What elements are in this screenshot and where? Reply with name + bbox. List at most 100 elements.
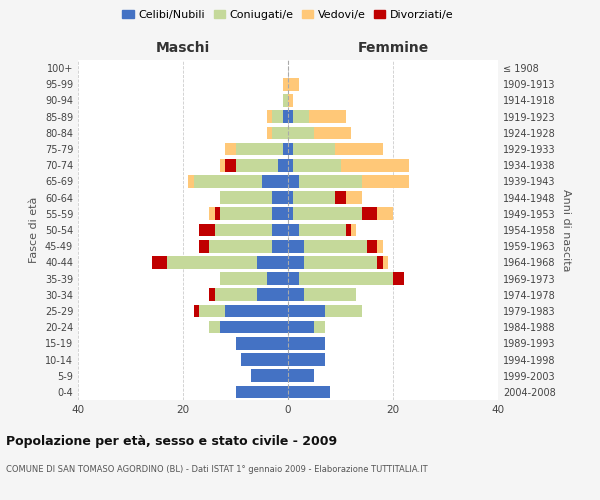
Bar	[288, 240, 304, 252]
Bar	[346, 224, 351, 236]
Bar	[288, 272, 299, 285]
Bar	[225, 304, 288, 318]
Bar	[283, 78, 288, 90]
Bar	[215, 224, 272, 236]
Bar	[257, 288, 288, 301]
Bar	[346, 192, 361, 204]
Bar	[288, 159, 293, 172]
Legend: Celibi/Nubili, Coniugati/e, Vedovi/e, Divorziati/e: Celibi/Nubili, Coniugati/e, Vedovi/e, Di…	[118, 6, 458, 25]
Bar	[235, 337, 288, 349]
Bar	[272, 240, 288, 252]
Bar	[220, 208, 272, 220]
Bar	[299, 224, 346, 236]
Bar	[209, 208, 215, 220]
Bar	[351, 224, 356, 236]
Bar	[267, 126, 272, 139]
Bar	[283, 110, 288, 123]
Text: Popolazione per età, sesso e stato civile - 2009: Popolazione per età, sesso e stato civil…	[6, 435, 337, 448]
Bar	[288, 370, 314, 382]
Bar	[215, 288, 257, 301]
Y-axis label: Anni di nascita: Anni di nascita	[561, 188, 571, 271]
Bar	[167, 256, 257, 268]
Bar	[309, 110, 346, 123]
Bar	[299, 175, 361, 188]
Bar	[188, 175, 193, 188]
Bar	[377, 256, 383, 268]
Bar	[220, 192, 272, 204]
Bar	[288, 208, 293, 220]
Y-axis label: Fasce di età: Fasce di età	[29, 197, 39, 263]
Text: Maschi: Maschi	[156, 41, 210, 55]
Bar	[393, 272, 404, 285]
Bar	[293, 159, 341, 172]
Bar	[267, 110, 272, 123]
Bar	[277, 159, 288, 172]
Bar	[293, 142, 335, 156]
Bar	[272, 224, 288, 236]
Bar	[367, 240, 377, 252]
Bar	[272, 110, 283, 123]
Bar	[193, 304, 199, 318]
Bar	[199, 240, 209, 252]
Bar	[288, 78, 299, 90]
Bar	[241, 353, 288, 366]
Bar	[209, 288, 215, 301]
Bar	[283, 142, 288, 156]
Bar	[220, 321, 288, 334]
Bar	[251, 370, 288, 382]
Bar	[288, 94, 293, 107]
Bar	[225, 142, 235, 156]
Bar	[257, 256, 288, 268]
Bar	[272, 126, 288, 139]
Bar	[220, 272, 267, 285]
Bar	[193, 175, 262, 188]
Bar	[235, 159, 277, 172]
Bar	[288, 386, 330, 398]
Bar	[377, 208, 393, 220]
Bar	[288, 337, 325, 349]
Bar	[304, 256, 377, 268]
Bar	[314, 126, 351, 139]
Bar	[335, 142, 383, 156]
Bar	[209, 321, 220, 334]
Bar	[235, 386, 288, 398]
Bar	[288, 288, 304, 301]
Bar	[199, 304, 225, 318]
Bar	[262, 175, 288, 188]
Bar	[220, 159, 225, 172]
Bar	[199, 224, 215, 236]
Bar	[377, 240, 383, 252]
Bar	[272, 192, 288, 204]
Bar	[272, 208, 288, 220]
Bar	[288, 142, 293, 156]
Bar	[335, 192, 346, 204]
Bar	[293, 192, 335, 204]
Bar	[215, 208, 220, 220]
Bar	[288, 321, 314, 334]
Bar	[293, 208, 361, 220]
Bar	[288, 256, 304, 268]
Bar	[225, 159, 235, 172]
Bar	[267, 272, 288, 285]
Bar	[151, 256, 167, 268]
Bar	[288, 304, 325, 318]
Bar	[288, 126, 314, 139]
Bar	[299, 272, 393, 285]
Bar	[288, 224, 299, 236]
Bar	[314, 321, 325, 334]
Bar	[283, 94, 288, 107]
Bar	[341, 159, 409, 172]
Bar	[361, 175, 409, 188]
Text: Femmine: Femmine	[358, 41, 428, 55]
Bar	[361, 208, 377, 220]
Bar	[209, 240, 272, 252]
Bar	[383, 256, 388, 268]
Bar	[288, 353, 325, 366]
Bar	[288, 192, 293, 204]
Text: COMUNE DI SAN TOMASO AGORDINO (BL) - Dati ISTAT 1° gennaio 2009 - Elaborazione T: COMUNE DI SAN TOMASO AGORDINO (BL) - Dat…	[6, 465, 428, 474]
Bar	[288, 110, 293, 123]
Bar	[325, 304, 361, 318]
Bar	[293, 110, 309, 123]
Bar	[288, 175, 299, 188]
Bar	[235, 142, 283, 156]
